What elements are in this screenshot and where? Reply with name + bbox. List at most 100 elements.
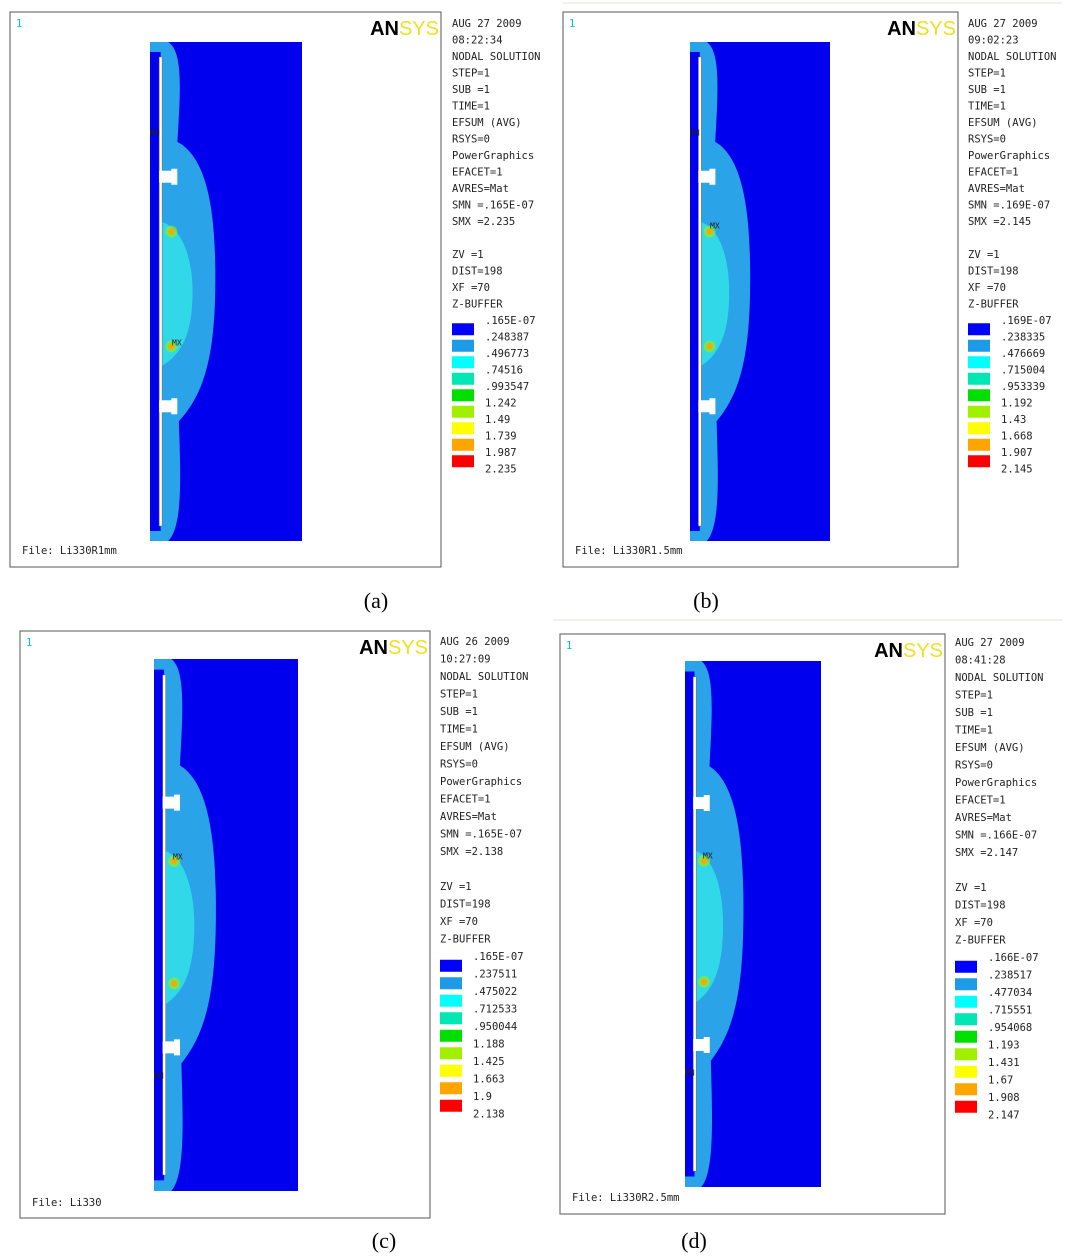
- extreme-marker: MX: [172, 339, 182, 348]
- legend-value: 1.192: [1001, 398, 1033, 410]
- legend-swatch: [452, 356, 474, 368]
- legend-value: .74516: [485, 365, 523, 377]
- info-line: PowerGraphics: [440, 776, 522, 788]
- legend-value: .715551: [988, 1005, 1032, 1017]
- view-line: XF =70: [968, 282, 1006, 294]
- view-line: Z-BUFFER: [452, 299, 503, 311]
- legend-swatch: [440, 1100, 462, 1112]
- legend-value: 1.9: [473, 1091, 492, 1103]
- view-line: DIST=198: [968, 266, 1019, 278]
- legend-value: .715004: [1001, 365, 1045, 377]
- hotspot: [701, 979, 707, 985]
- view-line: XF =70: [955, 917, 993, 929]
- date: AUG 27 2009: [968, 18, 1038, 30]
- legend-value: 1.663: [473, 1074, 505, 1086]
- info-line: EFSUM (AVG): [955, 742, 1025, 754]
- info-line: SMN =.165E-07: [452, 200, 534, 212]
- info-line: EFACET=1: [452, 167, 503, 179]
- legend-value: .165E-07: [473, 951, 524, 963]
- groove: [704, 1037, 710, 1053]
- caption: (b): [693, 588, 719, 613]
- legend-swatch: [452, 373, 474, 385]
- info-line: EFACET=1: [955, 795, 1006, 807]
- legend-swatch: [440, 1030, 462, 1042]
- legend-swatch: [955, 1083, 977, 1095]
- time: 08:41:28: [955, 655, 1006, 667]
- logo-sys: SYS: [388, 637, 428, 659]
- time: 10:27:09: [440, 654, 491, 666]
- view-line: Z-BUFFER: [440, 934, 491, 946]
- legend-swatch: [452, 422, 474, 434]
- legend-value: .238517: [988, 970, 1032, 982]
- view-line: ZV =1: [968, 249, 1000, 261]
- legend-value: 2.147: [988, 1110, 1020, 1122]
- logo-sys: SYS: [399, 18, 439, 40]
- logo-an: AN: [887, 18, 916, 40]
- extreme-marker: MX: [173, 853, 183, 862]
- legend-swatch: [452, 323, 474, 335]
- info-line: AVRES=Mat: [452, 183, 509, 195]
- info-line: EFSUM (AVG): [968, 117, 1038, 129]
- info-line: NODAL SOLUTION: [440, 671, 529, 683]
- extreme-marker: MN: [150, 129, 160, 138]
- legend-value: .169E-07: [1001, 315, 1052, 327]
- date: AUG 27 2009: [955, 637, 1025, 649]
- info-line: PowerGraphics: [968, 150, 1050, 162]
- slot: [698, 57, 701, 526]
- legend-swatch: [968, 389, 990, 401]
- groove: [174, 1039, 180, 1055]
- legend-value: .166E-07: [988, 952, 1039, 964]
- legend-swatch: [440, 1012, 462, 1024]
- legend-value: 1.193: [988, 1040, 1020, 1052]
- info-line: AVRES=Mat: [968, 183, 1025, 195]
- view-line: Z-BUFFER: [968, 299, 1019, 311]
- info-line: SMX =2.147: [955, 847, 1018, 859]
- legend-swatch: [440, 977, 462, 989]
- extreme-marker: MX: [710, 222, 720, 231]
- legend-swatch: [968, 455, 990, 467]
- info-line: PowerGraphics: [452, 150, 534, 162]
- legend-swatch: [968, 422, 990, 434]
- groove: [709, 398, 715, 414]
- legend-value: 1.49: [485, 414, 510, 426]
- info-line: SMN =.165E-07: [440, 829, 522, 841]
- legend-value: 1.67: [988, 1075, 1013, 1087]
- legend-swatch: [452, 455, 474, 467]
- legend-swatch: [955, 1013, 977, 1025]
- window-number: 1: [26, 637, 32, 649]
- logo-sys: SYS: [903, 640, 943, 662]
- legend-swatch: [955, 996, 977, 1008]
- info-line: SUB =1: [968, 84, 1006, 96]
- legend-swatch: [452, 340, 474, 352]
- info-line: RSYS=0: [968, 134, 1006, 146]
- view-line: XF =70: [452, 282, 490, 294]
- ansys-panel: 1ANSYSMNMXAUG 27 200908:22:34NODAL SOLUT…: [10, 12, 541, 567]
- info-line: EFSUM (AVG): [440, 741, 510, 753]
- info-line: NODAL SOLUTION: [452, 51, 541, 63]
- ansys-logo: ANSYS: [370, 18, 439, 40]
- logo-sys: SYS: [916, 18, 956, 40]
- legend-swatch: [440, 1047, 462, 1059]
- info-line: PowerGraphics: [955, 777, 1037, 789]
- view-line: Z-BUFFER: [955, 935, 1006, 947]
- info-line: TIME=1: [452, 101, 490, 113]
- info-line: SMN =.169E-07: [968, 200, 1050, 212]
- info-line: RSYS=0: [440, 759, 478, 771]
- info-line: RSYS=0: [955, 760, 993, 772]
- legend-value: .237511: [473, 969, 517, 981]
- legend-value: .954068: [988, 1022, 1032, 1034]
- info-line: SUB =1: [452, 84, 490, 96]
- slot: [159, 57, 162, 526]
- window-number: 1: [16, 18, 22, 30]
- legend-swatch: [968, 356, 990, 368]
- legend-value: 1.908: [988, 1092, 1020, 1104]
- legend-value: 2.138: [473, 1109, 505, 1121]
- ansys-panel: 1ANSYSMXMNAUG 27 200908:41:28NODAL SOLUT…: [560, 634, 1044, 1214]
- file-name: File: Li330R2.5mm: [572, 1192, 679, 1204]
- legend-swatch: [955, 1066, 977, 1078]
- figure: 1ANSYSMNMXAUG 27 200908:22:34NODAL SOLUT…: [0, 0, 1067, 1259]
- date: AUG 27 2009: [452, 18, 522, 30]
- ansys-logo: ANSYS: [874, 640, 943, 662]
- legend-value: .993547: [485, 381, 529, 393]
